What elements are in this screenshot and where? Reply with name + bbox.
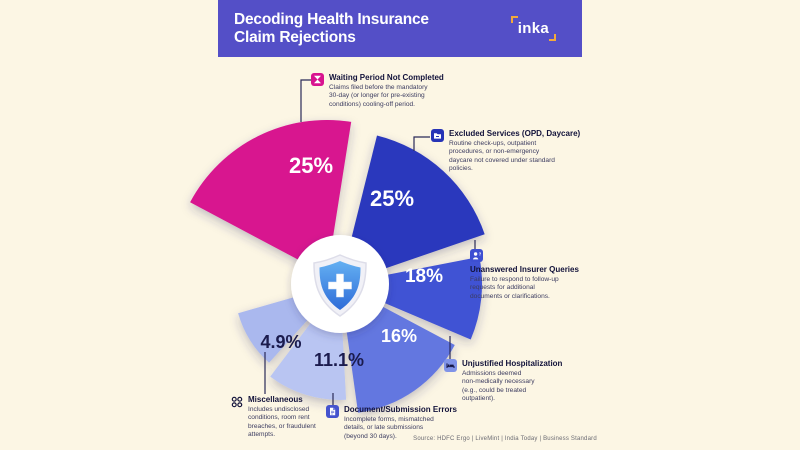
callout-description: Claims filed before the mandatory 30-day… [329, 84, 428, 108]
callout-description: Admissions deemed non-medically necessar… [462, 370, 535, 402]
pie-slice-value-waiting: 25% [289, 153, 333, 178]
hospital-bed-icon [444, 359, 457, 372]
callout-title: Excluded Services (OPD, Daycare) [449, 129, 581, 138]
folder-excluded-icon [431, 129, 444, 142]
callout-title: Miscellaneous [248, 395, 303, 404]
logo-corner-accent [549, 34, 556, 41]
callout-miscellaneous: Miscellaneous Includes undisclosed condi… [230, 395, 358, 439]
callout-title: Document/Submission Errors [344, 405, 457, 414]
callout-description: Failure to respond to follow-up requests… [470, 276, 559, 300]
callout-excluded-services: Excluded Services (OPD, Daycare) Routine… [431, 129, 596, 173]
callout-description: Includes undisclosed conditions, room re… [248, 406, 316, 438]
pie-slice-excluded [340, 135, 485, 284]
callout-title: Unanswered Insurer Queries [470, 265, 579, 274]
pie-slice-value-misc: 4.9% [260, 332, 301, 352]
pie-slice-value-excluded: 25% [370, 186, 414, 211]
inka-logo: inka [510, 16, 556, 41]
hourglass-icon [311, 73, 324, 86]
pie-slice-waiting [190, 119, 352, 275]
pie-slice-value-queries: 18% [405, 266, 443, 287]
callout-connectors [264, 79, 476, 405]
page-title: Decoding Health Insurance Claim Rejectio… [234, 11, 429, 46]
callout-connector-excluded [413, 136, 430, 151]
callout-connector-waiting [300, 79, 311, 122]
callout-title: Waiting Period Not Completed [329, 73, 444, 82]
callout-unjustified-hospitalization: Unjustified Hospitalization Admissions d… [444, 359, 594, 403]
grid-circles-icon [230, 395, 243, 408]
pie-slice-value-errors: 11.1% [314, 350, 364, 370]
person-question-icon: ? [470, 249, 483, 262]
svg-text:?: ? [479, 251, 481, 256]
pie-slice-value-hospitalization: 16% [381, 326, 417, 346]
callout-description: Routine check-ups, outpatient procedures… [449, 140, 555, 172]
logo-text: inka [517, 20, 549, 37]
header-banner: Decoding Health Insurance Claim Rejectio… [218, 0, 582, 57]
callout-document-errors: Document/Submission Errors Incomplete fo… [326, 405, 491, 441]
shield-medical-icon [291, 235, 389, 333]
document-error-icon [326, 405, 339, 418]
callout-description: Incomplete forms, mismatched details, or… [344, 416, 434, 440]
callout-title: Unjustified Hospitalization [462, 359, 563, 368]
logo-corner-accent [510, 16, 518, 23]
pie-percentage-labels: 25% 25% 18% 16% 11.1% 4.9% [260, 153, 443, 370]
callout-unanswered-queries: ? Unanswered Insurer Queries Failure to … [470, 249, 582, 301]
source-credit: Source: HDFC Ergo | LiveMint | India Tod… [413, 436, 597, 442]
callout-waiting-period: Waiting Period Not Completed Claims file… [311, 73, 481, 109]
